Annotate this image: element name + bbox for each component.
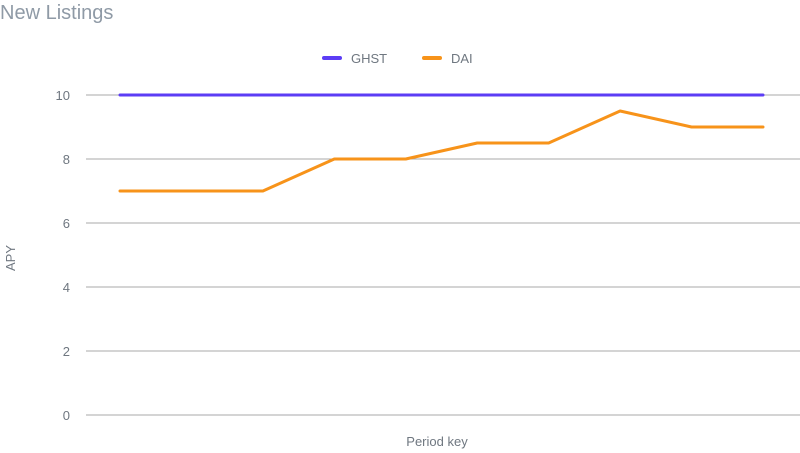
y-tick-labels: 0 2 4 6 8 10 — [56, 88, 70, 423]
x-axis-label: Period key — [406, 434, 468, 449]
legend-swatch — [322, 56, 342, 60]
series-lines — [118, 93, 765, 193]
series-line-dai — [118, 109, 765, 193]
chart-title: New Listings — [0, 2, 114, 24]
legend-label: GHST — [351, 51, 387, 66]
y-tick-label: 0 — [63, 408, 70, 423]
legend-item-ghst: GHST — [322, 51, 387, 66]
y-tick-label: 6 — [63, 216, 70, 231]
legend-swatch — [422, 56, 442, 60]
y-tick-label: 8 — [63, 152, 70, 167]
legend-item-dai: DAI — [422, 51, 473, 66]
legend-label: DAI — [451, 51, 473, 66]
y-axis-label: APY — [3, 245, 18, 271]
y-tick-label: 2 — [63, 344, 70, 359]
y-tick-label: 10 — [56, 88, 70, 103]
y-tick-label: 4 — [63, 280, 70, 295]
grid-lines — [86, 94, 800, 416]
legend: GHST DAI — [322, 51, 473, 66]
